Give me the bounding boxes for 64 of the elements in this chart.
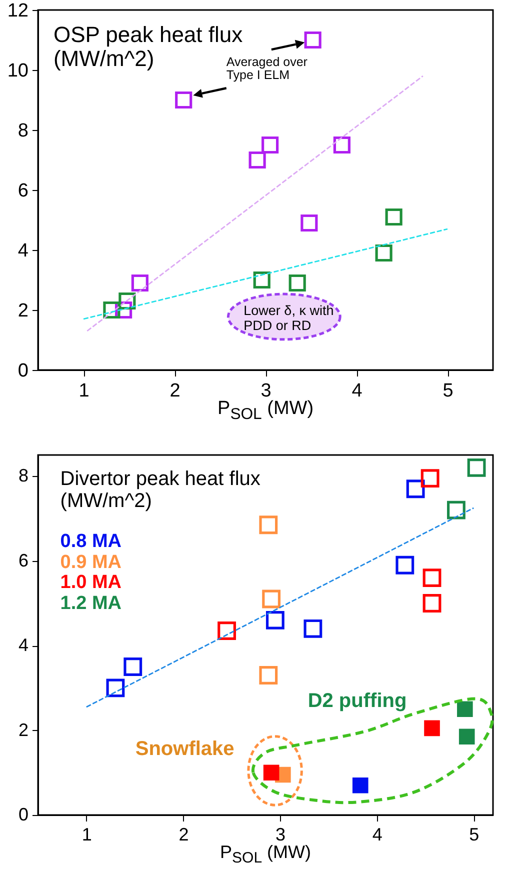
text: 0.9 MA (60, 552, 122, 573)
y-tick-label: 6 (18, 180, 28, 202)
text: 0.8 MA (60, 531, 122, 552)
point (253, 271, 270, 289)
point (352, 777, 368, 794)
y-tick-label: 12 (7, 0, 28, 22)
y-tick-label: 0 (18, 804, 28, 824)
x-tick-label: 3 (276, 824, 286, 844)
point (248, 151, 266, 169)
y-tick-label: 2 (18, 300, 28, 322)
y-tick-label: 6 (18, 550, 28, 570)
point (218, 622, 236, 640)
point (259, 666, 278, 684)
point (304, 31, 322, 49)
y-tick-label: 4 (18, 240, 29, 262)
y-tick-label: 8 (18, 120, 28, 142)
point (422, 568, 442, 588)
point (259, 516, 278, 534)
point (288, 274, 306, 292)
y-tick-label: 2 (18, 720, 28, 740)
point (175, 91, 192, 109)
point (375, 244, 392, 262)
y-tick-label: 0 (18, 360, 28, 382)
x-tick-label: 2 (178, 824, 189, 844)
y-tick-label: 8 (18, 466, 28, 486)
point (263, 764, 280, 781)
point (124, 658, 142, 676)
x-tick-label: 1 (82, 824, 92, 844)
annotation: Lower δ, κ with PDD or RD (244, 303, 335, 333)
point (300, 214, 318, 232)
point (262, 590, 281, 608)
point (422, 594, 442, 612)
point (457, 701, 473, 718)
text: Divertor peak heat flux (60, 468, 260, 490)
text: 1.0 MA (60, 572, 122, 594)
text: OSP peak heat flux (53, 22, 243, 47)
point (396, 556, 414, 574)
point (458, 728, 475, 745)
x-tick-label: 5 (469, 824, 480, 844)
point (106, 678, 125, 698)
annotation: Averaged over Type I ELM (226, 55, 308, 82)
point (131, 274, 148, 292)
point (385, 208, 402, 226)
point (467, 458, 486, 477)
x-tick-label: 4 (352, 380, 363, 402)
x-tick-label: 2 (170, 380, 180, 402)
x-tick-label: 4 (372, 824, 382, 844)
x-tick-label: 5 (442, 380, 454, 402)
point (424, 720, 440, 736)
point (420, 469, 440, 488)
text: (MW/m^2) (53, 46, 154, 71)
x-axis-title: P$_{SOL}$ (MW) (220, 842, 312, 867)
point (266, 610, 284, 630)
text: (MW/m^2) (60, 490, 152, 512)
y-tick-label: 10 (7, 60, 28, 82)
point (447, 500, 466, 520)
annotation: D2 puffing (308, 690, 408, 712)
annotation: Snowflake (135, 738, 236, 760)
text: 1.2 MA (60, 592, 122, 614)
y-tick-label: 4 (18, 635, 28, 656)
point (333, 136, 350, 154)
x-tick-label: 1 (78, 380, 90, 402)
point (262, 136, 279, 154)
point (304, 619, 322, 638)
